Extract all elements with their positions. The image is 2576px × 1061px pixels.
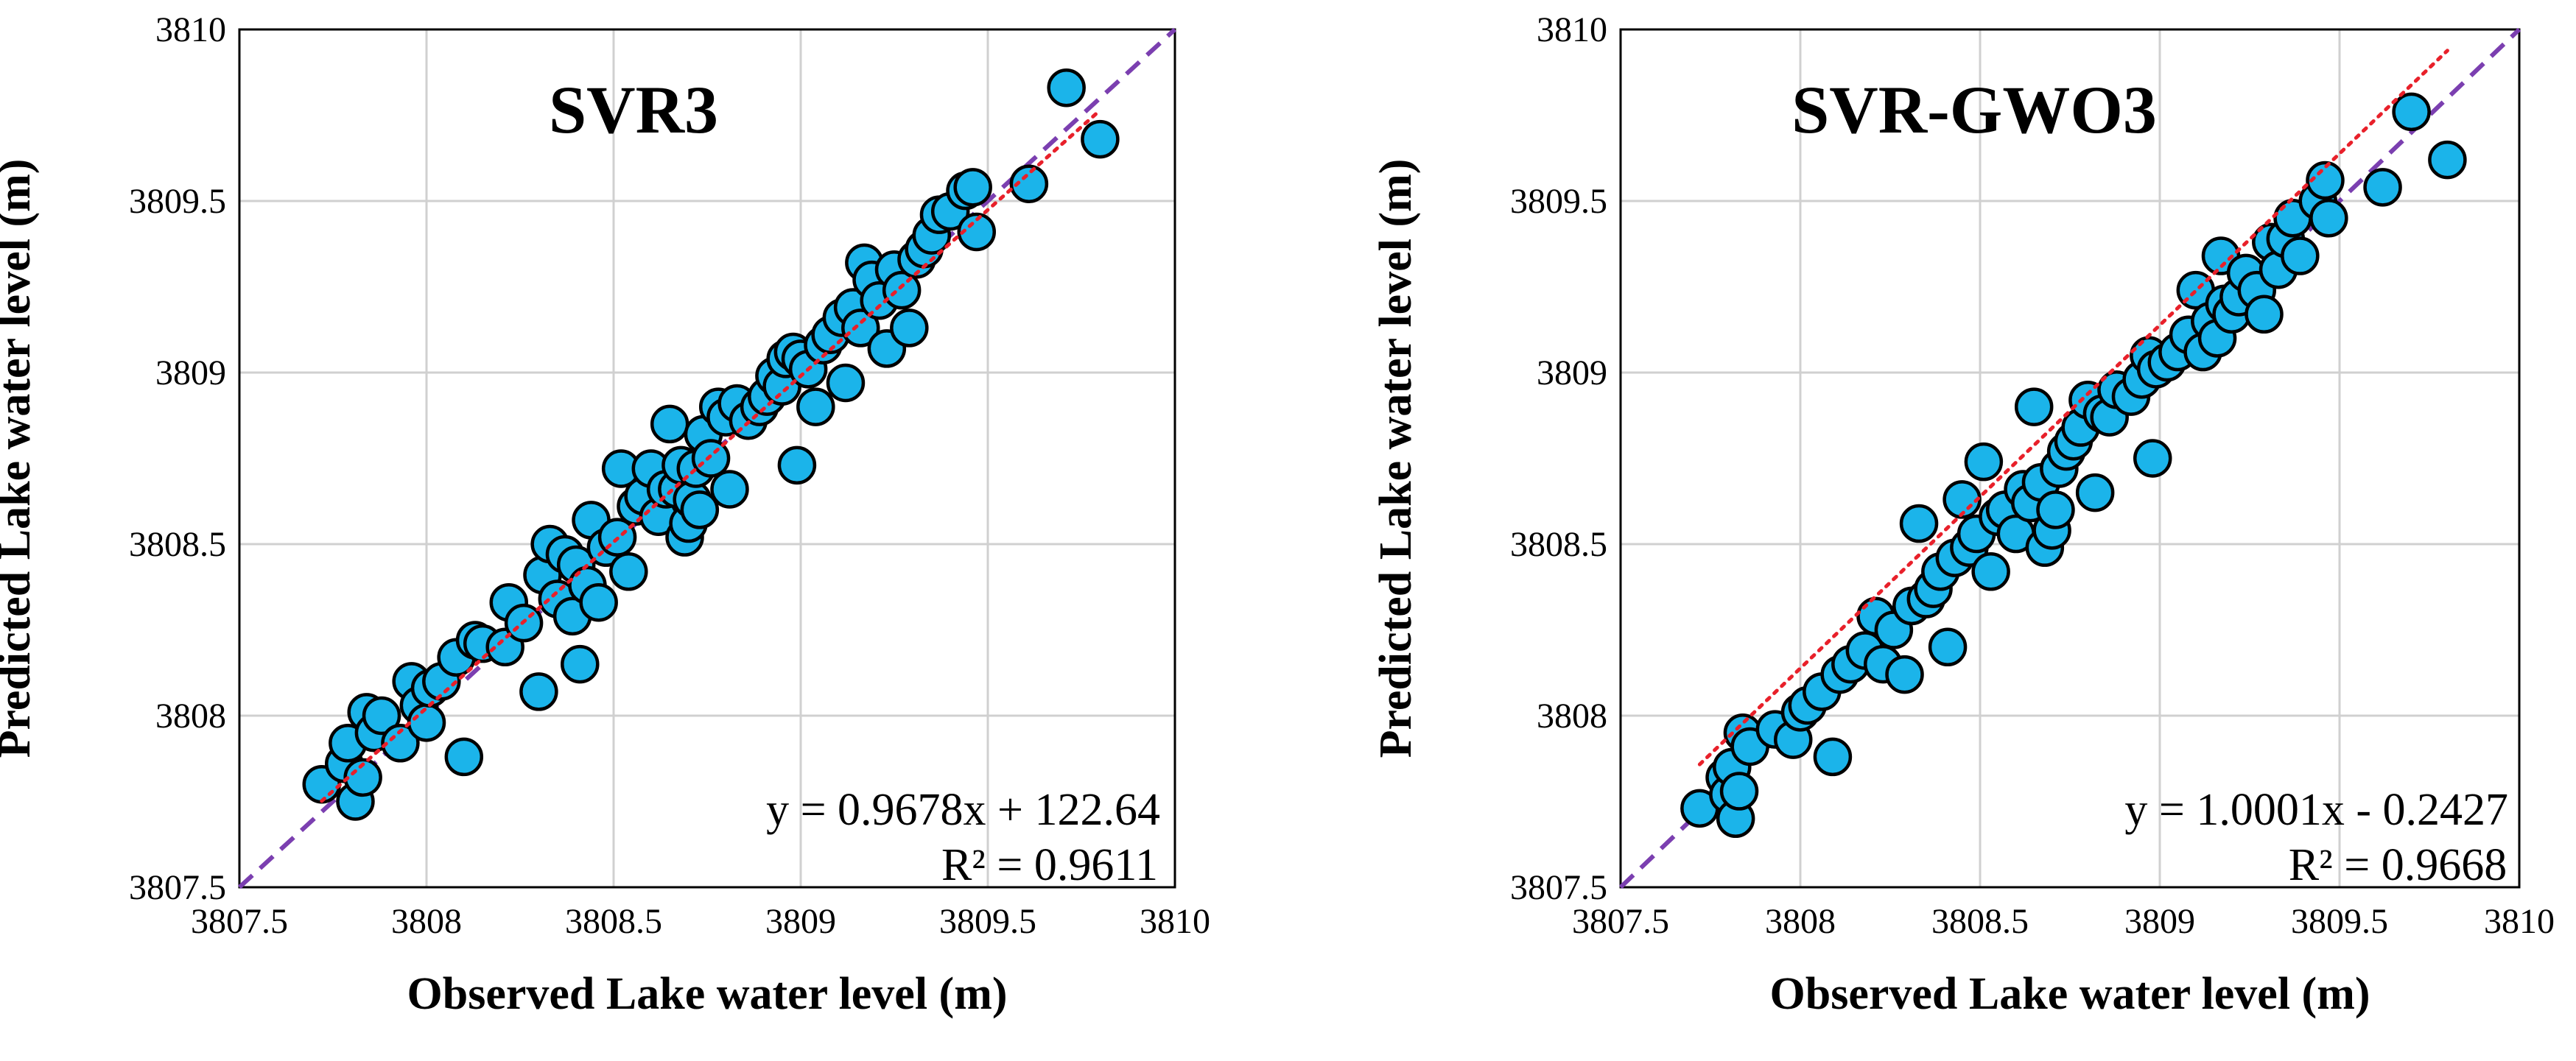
data-point	[1885, 655, 1924, 694]
data-point	[953, 168, 992, 207]
data-point	[407, 703, 446, 742]
x-tick-label: 3808	[1765, 902, 1836, 941]
y-axis-title: Predicted Lake water level (m)	[0, 159, 40, 758]
data-point	[826, 363, 866, 403]
data-point	[2392, 92, 2431, 132]
y-tick-label: 3809	[1537, 353, 1607, 392]
y-tick-label: 3808	[1537, 697, 1607, 736]
x-tick-label: 3808.5	[1931, 902, 2029, 941]
data-point	[1928, 627, 1968, 667]
y-tick-label: 3808.5	[129, 525, 226, 564]
data-point	[1719, 772, 1759, 811]
y-tick-label: 3808	[155, 697, 226, 736]
x-tick-label: 3809	[2124, 902, 2195, 941]
data-point	[2133, 439, 2172, 478]
x-axis-title: Observed Lake water level (m)	[407, 969, 1008, 1019]
data-point	[2309, 199, 2348, 238]
plot-frame	[238, 28, 1176, 889]
data-point	[841, 309, 880, 348]
data-point	[1971, 552, 2010, 591]
x-tick-label: 3808.5	[565, 902, 662, 941]
x-tick-label: 3810	[2484, 902, 2555, 941]
data-point	[2075, 473, 2115, 512]
regression-equation: y = 1.0001x - 0.2427	[2124, 785, 2508, 835]
y-tick-label: 3809.5	[1510, 182, 1607, 221]
y-tick-label: 3808.5	[1510, 525, 1607, 564]
panel-svr3: 3807.5 3808 3808.5 3809 3809.5 3810 3807.5 3808…	[0, 10, 1210, 1019]
panel-title: SVR-GWO3	[1791, 72, 2157, 147]
x-tick-label: 3810	[1140, 902, 1210, 941]
r-squared-label: R² = 0.9611	[941, 840, 1158, 890]
data-point	[1047, 68, 1086, 107]
data-point	[381, 724, 420, 763]
data-point	[890, 309, 929, 348]
data-point	[519, 672, 558, 711]
data-point	[1942, 480, 1982, 519]
data-point	[609, 552, 648, 591]
y-tick-label: 3810	[1537, 10, 1607, 49]
data-point	[2014, 387, 2054, 426]
data-point	[796, 387, 835, 426]
y-tick-label: 3809.5	[129, 182, 226, 221]
panel-title: SVR3	[549, 72, 718, 147]
data-point	[444, 737, 484, 777]
y-tick-label: 3809	[155, 353, 226, 392]
regression-equation: y = 0.9678x + 122.64	[766, 785, 1160, 835]
data-point	[1009, 164, 1049, 203]
y-tick-label: 3807.5	[129, 868, 226, 907]
data-point	[2306, 161, 2345, 200]
trendline	[1697, 49, 2449, 766]
r-squared-label: R² = 0.9668	[2289, 840, 2507, 890]
x-tick-label: 3809.5	[939, 902, 1036, 941]
data-point	[2036, 490, 2075, 529]
data-point	[1081, 119, 1120, 159]
x-axis-title: Observed Lake water level (m)	[1770, 969, 2370, 1019]
data-point	[882, 270, 922, 310]
data-point	[680, 490, 720, 529]
x-tick-label: 3808	[391, 902, 462, 941]
data-point	[2281, 236, 2320, 275]
x-tick-label: 3809	[765, 902, 836, 941]
data-point	[1964, 442, 2004, 482]
data-point	[343, 758, 382, 797]
x-tick-label: 3807.5	[191, 902, 288, 941]
data-point	[2428, 140, 2467, 180]
data-point	[561, 644, 600, 684]
y-tick-label: 3810	[155, 10, 226, 49]
trendline	[320, 108, 1102, 803]
data-point	[579, 582, 618, 622]
panel-svr-gwo3: 3807.5 3808 3808.5 3809 3809.5 3810 3807.5 3808…	[1371, 10, 2555, 1019]
plot-frame	[1619, 28, 2521, 889]
data-point	[777, 445, 817, 485]
data-point	[957, 212, 997, 252]
data-point	[710, 470, 749, 509]
data-point	[1813, 737, 1853, 777]
x-tick-label: 3809.5	[2291, 902, 2388, 941]
data-point	[1899, 504, 1939, 543]
data-point	[650, 404, 689, 444]
data-point	[362, 696, 401, 736]
y-axis-title: Predicted Lake water level (m)	[1371, 159, 1421, 758]
data-point	[691, 439, 731, 478]
data-point	[2245, 295, 2284, 334]
y-tick-label: 3807.5	[1510, 868, 1607, 907]
x-tick-label: 3807.5	[1572, 902, 1669, 941]
data-point	[2363, 168, 2402, 207]
